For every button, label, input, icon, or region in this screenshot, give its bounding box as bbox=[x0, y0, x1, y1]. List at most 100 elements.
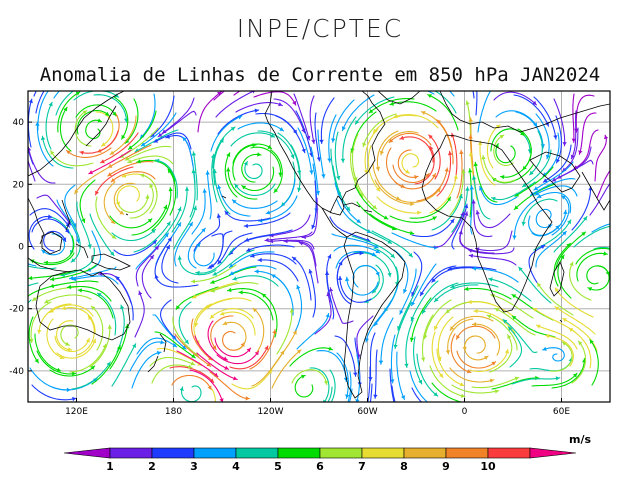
streamline bbox=[507, 326, 523, 368]
streamline-arrow bbox=[258, 257, 262, 263]
streamline bbox=[79, 179, 96, 224]
streamline bbox=[46, 318, 65, 360]
streamline bbox=[91, 345, 121, 385]
streamline-arrow bbox=[468, 152, 474, 156]
streamline bbox=[191, 188, 206, 235]
streamline-arrow bbox=[610, 222, 614, 226]
streamline bbox=[116, 194, 149, 213]
streamline-arrow bbox=[445, 350, 451, 354]
streamline bbox=[494, 307, 536, 336]
streamline bbox=[161, 97, 195, 134]
streamline-arrow bbox=[65, 222, 70, 228]
streamline bbox=[477, 91, 492, 133]
streamline bbox=[495, 110, 538, 128]
streamline bbox=[131, 351, 162, 389]
streamline-arrow bbox=[48, 214, 52, 219]
streamline bbox=[479, 140, 496, 186]
coastline-maritime-continent bbox=[28, 231, 89, 273]
streamline-arrow bbox=[409, 230, 414, 236]
streamline-arrow bbox=[212, 169, 217, 173]
streamline-arrow bbox=[375, 271, 380, 276]
streamline bbox=[391, 232, 439, 249]
streamline bbox=[193, 242, 215, 267]
streamline-arrow bbox=[414, 175, 419, 180]
streamline-arrow bbox=[232, 199, 237, 204]
streamline bbox=[222, 321, 247, 351]
streamline bbox=[486, 314, 518, 351]
streamline bbox=[28, 265, 57, 270]
streamline bbox=[65, 147, 112, 158]
streamline bbox=[44, 294, 92, 304]
streamline bbox=[28, 299, 32, 304]
streamline-arrow bbox=[468, 168, 473, 173]
streamline-arrow bbox=[82, 110, 87, 115]
streamline-arrow bbox=[278, 172, 283, 177]
streamline-arrow bbox=[50, 283, 55, 288]
streamline bbox=[554, 287, 594, 318]
streamline-arrow bbox=[514, 205, 519, 210]
streamline bbox=[217, 184, 251, 217]
streamline bbox=[271, 274, 294, 316]
streamline bbox=[515, 111, 544, 149]
streamline bbox=[76, 109, 110, 135]
streamline bbox=[502, 319, 538, 354]
streamline bbox=[410, 280, 439, 322]
streamline-arrow bbox=[489, 378, 494, 383]
streamline bbox=[57, 91, 81, 133]
streamline bbox=[450, 333, 472, 374]
streamline-arrow bbox=[555, 306, 560, 311]
streamline bbox=[36, 194, 72, 226]
colorbar-segment bbox=[445, 447, 489, 459]
streamline-arrow bbox=[177, 256, 182, 260]
streamline-arrow bbox=[569, 262, 574, 267]
streamline bbox=[334, 335, 357, 377]
streamline bbox=[295, 110, 313, 158]
streamline-arrow bbox=[518, 267, 523, 272]
streamline-arrow bbox=[369, 109, 374, 113]
streamline bbox=[427, 94, 459, 131]
y-tick-label: 20 bbox=[13, 180, 25, 190]
streamline-arrow bbox=[50, 276, 55, 282]
streamline-arrow bbox=[374, 244, 379, 249]
streamline bbox=[131, 204, 168, 236]
streamline-arrow bbox=[373, 128, 378, 133]
streamline-arrow bbox=[28, 99, 33, 104]
streamline bbox=[329, 369, 336, 402]
streamline-arrow bbox=[543, 178, 548, 183]
streamline-arrow bbox=[63, 107, 68, 112]
streamline bbox=[77, 289, 114, 319]
streamline bbox=[124, 145, 172, 161]
streamline bbox=[232, 144, 257, 181]
streamline-arrow bbox=[346, 403, 350, 407]
streamline-arrow bbox=[154, 245, 159, 251]
streamline-arrow bbox=[562, 318, 567, 323]
streamline-arrow bbox=[246, 348, 251, 353]
streamline bbox=[68, 266, 117, 280]
streamline-arrow bbox=[66, 150, 71, 155]
streamline-arrow bbox=[24, 304, 28, 308]
streamline-arrow bbox=[483, 356, 489, 360]
streamline bbox=[513, 198, 538, 240]
streamline bbox=[419, 265, 457, 297]
streamline-arrow bbox=[162, 129, 167, 134]
x-tick-label: 60E bbox=[553, 407, 570, 417]
streamline bbox=[469, 348, 509, 373]
streamline-arrow bbox=[44, 260, 49, 265]
colorbar-label: 2 bbox=[148, 460, 156, 473]
streamline bbox=[416, 167, 448, 202]
streamline-arrow bbox=[243, 161, 248, 166]
streamline bbox=[53, 91, 61, 99]
streamline bbox=[213, 138, 225, 186]
streamline bbox=[111, 228, 157, 242]
streamline bbox=[413, 336, 423, 385]
streamline-arrow bbox=[207, 385, 212, 390]
streamline-arrow bbox=[210, 154, 216, 159]
streamline bbox=[217, 109, 260, 135]
streamline-arrow bbox=[192, 206, 198, 211]
streamline-arrow bbox=[340, 158, 346, 163]
streamline-arrow bbox=[411, 301, 416, 306]
streamline bbox=[135, 232, 169, 270]
streamline-arrow bbox=[107, 172, 112, 177]
streamline bbox=[139, 174, 158, 214]
streamline bbox=[115, 275, 134, 321]
